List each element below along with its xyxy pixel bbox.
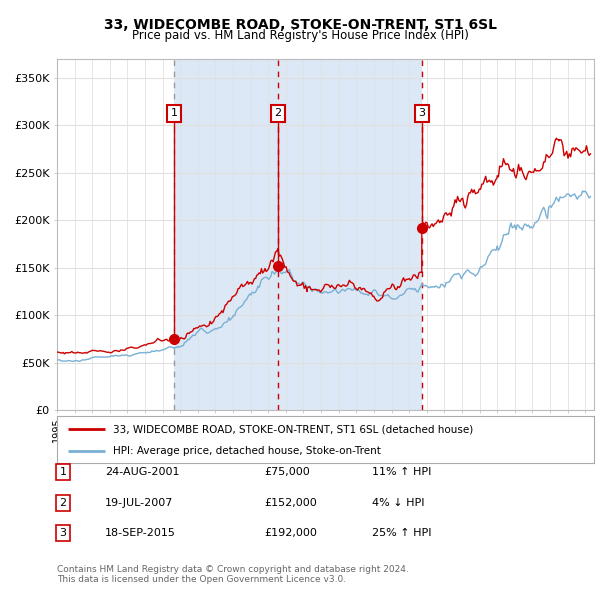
Text: 3: 3 [59,529,67,538]
Text: £152,000: £152,000 [264,498,317,507]
Text: HPI: Average price, detached house, Stoke-on-Trent: HPI: Average price, detached house, Stok… [113,447,381,456]
Text: 25% ↑ HPI: 25% ↑ HPI [372,529,431,538]
Text: 2: 2 [274,109,281,119]
Text: 2: 2 [59,498,67,507]
Text: 1: 1 [170,109,178,119]
Text: £192,000: £192,000 [264,529,317,538]
Text: 4% ↓ HPI: 4% ↓ HPI [372,498,425,507]
Text: £75,000: £75,000 [264,467,310,477]
Text: 33, WIDECOMBE ROAD, STOKE-ON-TRENT, ST1 6SL: 33, WIDECOMBE ROAD, STOKE-ON-TRENT, ST1 … [104,18,497,32]
Text: 18-SEP-2015: 18-SEP-2015 [105,529,176,538]
Bar [174,59,422,410]
Text: Price paid vs. HM Land Registry's House Price Index (HPI): Price paid vs. HM Land Registry's House … [131,30,469,42]
Text: 33, WIDECOMBE ROAD, STOKE-ON-TRENT, ST1 6SL (detached house): 33, WIDECOMBE ROAD, STOKE-ON-TRENT, ST1 … [113,424,473,434]
Text: 1: 1 [59,467,67,477]
Text: 19-JUL-2007: 19-JUL-2007 [105,498,173,507]
Text: 24-AUG-2001: 24-AUG-2001 [105,467,179,477]
Text: 3: 3 [418,109,425,119]
Text: 11% ↑ HPI: 11% ↑ HPI [372,467,431,477]
Text: Contains HM Land Registry data © Crown copyright and database right 2024.
This d: Contains HM Land Registry data © Crown c… [57,565,409,584]
